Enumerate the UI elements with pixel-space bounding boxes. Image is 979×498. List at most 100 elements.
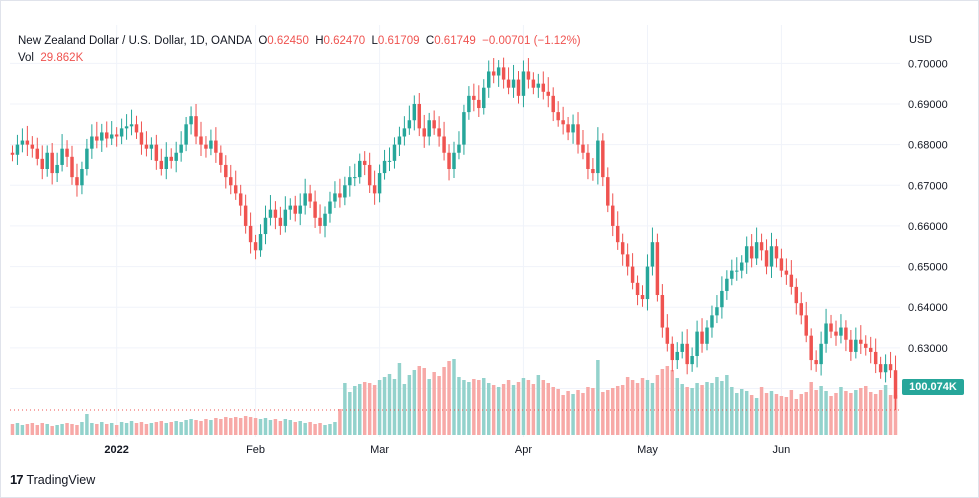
candle-body <box>25 140 30 145</box>
volume-bar <box>730 387 734 435</box>
volume-bar <box>769 391 774 435</box>
volume-bar <box>288 420 293 435</box>
volume-bar <box>323 425 327 435</box>
candle-body <box>437 128 441 137</box>
volume-bar <box>571 394 575 435</box>
candle-body <box>467 95 471 113</box>
volume-bar <box>65 423 69 435</box>
candle-body <box>551 95 555 113</box>
candle-body <box>432 120 436 129</box>
candle-body <box>630 266 635 283</box>
candle-body <box>313 201 317 218</box>
volume-bar <box>749 395 754 435</box>
volume-bar <box>799 394 803 435</box>
volume-bar <box>496 387 501 435</box>
candle-body <box>452 152 456 170</box>
candle-body <box>893 370 898 399</box>
x-tick-label: Feb <box>246 444 265 456</box>
candle-body <box>15 144 20 155</box>
candle-body <box>744 246 749 263</box>
low-label: L <box>371 35 378 47</box>
volume-bar <box>199 421 203 435</box>
candle-body <box>571 124 575 133</box>
volume-bar <box>625 377 630 435</box>
volume-bar <box>586 387 590 435</box>
close-label: C <box>425 35 435 47</box>
candle-body <box>754 242 759 259</box>
volume-bar <box>367 383 372 435</box>
volume-bar <box>541 380 546 435</box>
volume-bar <box>343 383 347 435</box>
candle-body <box>288 205 293 210</box>
candle-body <box>129 124 134 127</box>
candle-body <box>372 185 377 194</box>
candle-body <box>491 71 496 76</box>
candle-body <box>273 209 278 218</box>
candle-body <box>20 140 25 145</box>
volume-bar <box>318 423 322 435</box>
volume-bar <box>883 385 888 435</box>
volume-bar <box>834 393 838 435</box>
volume-bar <box>650 383 655 435</box>
volume-bar <box>229 418 233 435</box>
volume-bar <box>779 396 784 435</box>
candle-body <box>45 152 49 170</box>
high-value: 0.62470 <box>323 35 366 47</box>
candle-body <box>263 217 268 235</box>
volume-bar <box>358 384 362 435</box>
volume-bar <box>412 370 417 435</box>
volume-bar <box>705 382 709 435</box>
candle-body <box>779 258 784 271</box>
candle-body <box>814 360 818 365</box>
volume-bar <box>467 382 471 435</box>
volume-bar <box>263 418 268 435</box>
volume-bar <box>784 397 789 435</box>
volume-bar <box>134 423 139 435</box>
candle-body <box>70 156 74 178</box>
candle-body <box>323 213 327 226</box>
volume-bar <box>442 367 446 435</box>
volume-bar <box>491 385 496 435</box>
volume-bar <box>298 421 302 435</box>
volume-bar <box>561 395 565 435</box>
candle-body <box>759 242 764 251</box>
volume-bar <box>75 425 79 435</box>
candle-body <box>204 144 208 149</box>
candle-body <box>318 217 322 226</box>
volume-bar <box>149 423 154 435</box>
open-label: O <box>258 35 268 47</box>
candle-body <box>764 250 769 267</box>
volume-bar <box>313 424 317 435</box>
volume-bar <box>303 423 307 435</box>
candle-body <box>10 152 15 155</box>
volume-bar <box>109 423 114 435</box>
volume-bar <box>844 391 848 435</box>
open-value: 0.62450 <box>267 35 309 47</box>
candle-body <box>839 327 843 336</box>
candle-body <box>794 286 799 304</box>
candle-body <box>219 152 223 165</box>
tradingview-logo[interactable]: 17 TradingView <box>10 472 95 487</box>
candle-body <box>30 144 35 149</box>
volume-bar <box>660 369 665 435</box>
volume-bar <box>640 378 645 435</box>
volume-bar <box>243 416 248 435</box>
candle-body <box>268 209 273 218</box>
candle-body <box>298 205 302 214</box>
candle-body <box>159 160 164 170</box>
volume-bar <box>873 394 878 435</box>
candle-body <box>789 274 794 287</box>
candle-body <box>65 148 69 157</box>
candle-body <box>134 124 139 133</box>
candle-body <box>854 339 858 352</box>
candle-body <box>194 116 198 137</box>
candle-body <box>655 242 660 296</box>
candle-body <box>596 140 600 174</box>
volume-bar <box>90 423 94 435</box>
candle-body <box>258 234 263 251</box>
volume-bar <box>824 391 828 435</box>
candle-body <box>720 290 724 308</box>
volume-bar <box>60 424 64 435</box>
